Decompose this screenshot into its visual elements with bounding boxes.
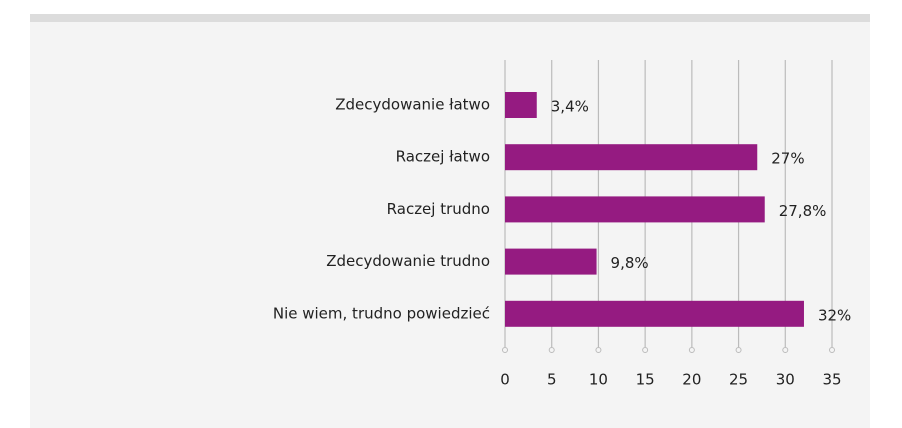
- bar: [505, 144, 758, 171]
- x-tick-label: 15: [636, 371, 655, 389]
- category-label: Zdecydowanie trudno: [326, 252, 490, 270]
- tick-mark: [642, 347, 649, 353]
- x-tick-label: 35: [822, 371, 841, 389]
- tick-mark: [595, 347, 602, 353]
- tick-mark: [829, 347, 835, 353]
- x-tick-label: 20: [682, 371, 701, 389]
- x-tick-label: 30: [776, 371, 795, 389]
- value-label: 32%: [818, 306, 851, 324]
- tick-mark: [735, 347, 742, 353]
- x-tick-label: 0: [500, 371, 510, 389]
- category-label: Nie wiem, trudno powiedzieć: [273, 304, 490, 322]
- value-label: 3,4%: [551, 98, 589, 116]
- tick-mark: [782, 347, 789, 353]
- bar: [505, 92, 537, 118]
- category-label: Zdecydowanie łatwo: [335, 96, 490, 114]
- tick-mark: [548, 347, 555, 353]
- x-tick-label: 25: [729, 371, 748, 389]
- panel: [30, 22, 870, 428]
- value-label: 9,8%: [611, 254, 649, 272]
- value-label: 27%: [771, 150, 804, 168]
- category-label: Raczej trudno: [387, 200, 490, 218]
- x-tick-label: 5: [547, 371, 557, 389]
- bar: [505, 196, 765, 223]
- bar: [505, 300, 804, 327]
- value-label: 27,8%: [779, 202, 827, 220]
- bar: [505, 248, 597, 275]
- category-label: Raczej łatwo: [396, 148, 490, 166]
- tick-mark: [502, 347, 508, 353]
- top-band: [30, 14, 870, 22]
- tick-mark: [688, 347, 695, 353]
- x-tick-label: 10: [589, 371, 608, 389]
